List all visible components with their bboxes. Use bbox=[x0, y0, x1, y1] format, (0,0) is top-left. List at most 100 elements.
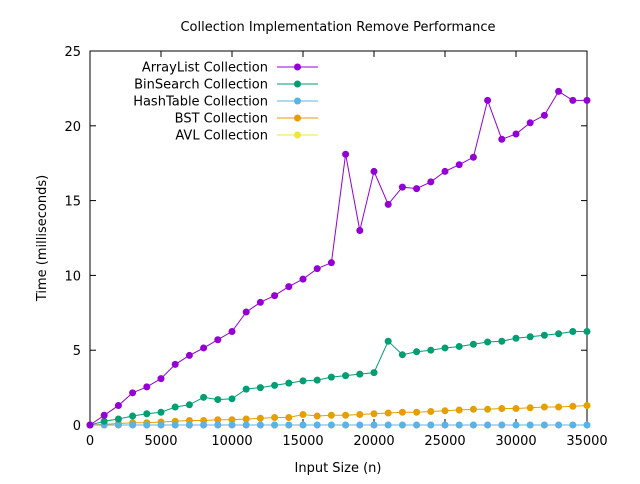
data-point bbox=[271, 414, 279, 422]
data-point bbox=[228, 421, 236, 429]
data-point bbox=[555, 330, 563, 338]
data-point bbox=[327, 373, 335, 381]
legend-label: HashTable Collection bbox=[133, 95, 268, 110]
legend-item: BST Collection bbox=[175, 112, 318, 127]
data-point bbox=[129, 389, 137, 397]
data-point bbox=[540, 111, 548, 119]
data-point bbox=[327, 421, 335, 429]
data-point bbox=[427, 408, 435, 416]
data-point bbox=[526, 119, 534, 127]
data-point bbox=[555, 87, 563, 95]
data-point bbox=[526, 333, 534, 341]
data-point bbox=[469, 405, 477, 413]
data-point bbox=[384, 409, 392, 417]
data-point bbox=[200, 393, 208, 401]
x-tick-label: 15000 bbox=[282, 434, 323, 449]
data-point bbox=[540, 421, 548, 429]
series-line bbox=[89, 331, 587, 426]
data-point bbox=[555, 403, 563, 411]
data-point bbox=[285, 379, 293, 387]
data-point bbox=[299, 421, 307, 429]
data-point bbox=[498, 421, 506, 429]
data-point bbox=[384, 200, 392, 208]
data-point bbox=[583, 96, 591, 104]
data-point bbox=[157, 421, 165, 429]
x-tick-label: 5000 bbox=[144, 434, 177, 449]
data-point bbox=[484, 421, 492, 429]
legend-item: BinSearch Collection bbox=[134, 78, 318, 93]
data-point bbox=[441, 421, 449, 429]
data-point bbox=[356, 421, 364, 429]
data-point bbox=[185, 351, 193, 359]
data-point bbox=[498, 337, 506, 345]
data-point bbox=[384, 337, 392, 345]
data-point bbox=[498, 135, 506, 143]
series-line bbox=[89, 405, 588, 426]
data-point bbox=[583, 421, 591, 429]
data-point bbox=[185, 421, 193, 429]
data-point bbox=[398, 408, 406, 416]
data-point bbox=[214, 416, 222, 424]
data-point bbox=[370, 410, 378, 418]
data-point bbox=[299, 275, 307, 283]
legend-label: ArrayList Collection bbox=[142, 61, 268, 76]
data-point bbox=[569, 402, 577, 410]
legend-item: AVL Collection bbox=[175, 129, 318, 144]
data-point bbox=[398, 351, 406, 359]
data-point bbox=[569, 421, 577, 429]
legend-item: ArrayList Collection bbox=[142, 61, 318, 76]
data-point bbox=[114, 421, 122, 429]
axes: 0 5000 10000 15000 20000 25000 30000 35000 0 5 10 1… bbox=[64, 45, 607, 449]
data-point bbox=[540, 331, 548, 339]
data-point bbox=[356, 370, 364, 378]
data-point bbox=[342, 421, 350, 429]
data-point bbox=[313, 421, 321, 429]
legend-marker bbox=[294, 97, 301, 105]
data-point bbox=[313, 412, 321, 420]
data-point bbox=[327, 411, 335, 419]
data-point bbox=[285, 421, 293, 429]
data-point bbox=[356, 227, 364, 235]
data-point bbox=[185, 401, 193, 409]
legend: ArrayList Collection BinSearch Collection… bbox=[133, 61, 318, 144]
data-point bbox=[129, 421, 137, 429]
legend-label: BST Collection bbox=[175, 112, 268, 127]
data-point bbox=[242, 415, 250, 423]
data-point bbox=[228, 328, 236, 335]
y-tick-label: 15 bbox=[64, 195, 81, 210]
plot-area bbox=[86, 87, 591, 429]
data-point bbox=[242, 421, 250, 429]
data-point bbox=[370, 369, 378, 377]
data-point bbox=[540, 403, 548, 411]
data-point bbox=[242, 385, 250, 393]
x-axis-label: Input Size (n) bbox=[295, 461, 382, 476]
data-point bbox=[398, 421, 406, 429]
legend-label: AVL Collection bbox=[175, 129, 268, 144]
data-point bbox=[299, 377, 307, 385]
data-point bbox=[498, 405, 506, 413]
data-point bbox=[271, 381, 279, 389]
legend-marker bbox=[294, 114, 301, 122]
x-tick-label: 0 bbox=[86, 434, 94, 449]
data-point bbox=[214, 421, 222, 429]
data-point bbox=[583, 328, 591, 335]
data-point bbox=[86, 421, 94, 429]
data-point bbox=[370, 421, 378, 429]
data-point bbox=[214, 396, 222, 404]
data-point bbox=[484, 405, 492, 413]
data-point bbox=[427, 346, 435, 354]
data-point bbox=[441, 167, 449, 175]
data-point bbox=[256, 384, 264, 392]
data-point bbox=[512, 405, 520, 413]
data-point bbox=[384, 421, 392, 429]
data-point bbox=[484, 96, 492, 104]
data-point bbox=[313, 376, 321, 384]
series-arraylist-collection bbox=[86, 87, 591, 429]
data-point bbox=[356, 411, 364, 419]
x-tick-label: 35000 bbox=[566, 434, 607, 449]
data-point bbox=[413, 185, 421, 193]
data-point bbox=[469, 153, 477, 161]
data-point bbox=[171, 360, 179, 368]
